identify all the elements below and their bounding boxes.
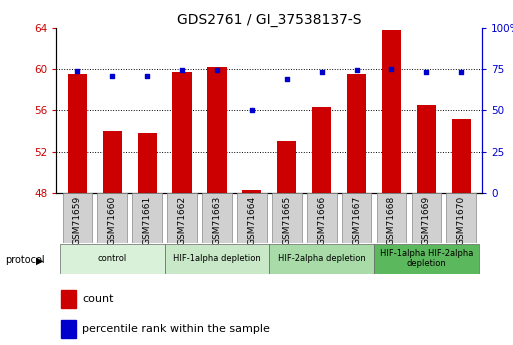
Text: HIF-2alpha depletion: HIF-2alpha depletion xyxy=(278,254,366,263)
Text: GSM71668: GSM71668 xyxy=(387,196,396,245)
Bar xyxy=(417,105,436,193)
FancyBboxPatch shape xyxy=(237,193,267,243)
Text: HIF-1alpha HIF-2alpha
depletion: HIF-1alpha HIF-2alpha depletion xyxy=(380,249,473,268)
Text: control: control xyxy=(97,254,127,263)
FancyBboxPatch shape xyxy=(202,193,232,243)
Title: GDS2761 / GI_37538137-S: GDS2761 / GI_37538137-S xyxy=(177,12,362,27)
Bar xyxy=(451,119,471,193)
Text: count: count xyxy=(82,294,113,304)
Text: GSM71666: GSM71666 xyxy=(317,196,326,245)
FancyBboxPatch shape xyxy=(411,193,441,243)
FancyBboxPatch shape xyxy=(167,193,197,243)
Bar xyxy=(347,74,366,193)
Point xyxy=(422,70,430,75)
Point xyxy=(178,67,186,72)
Bar xyxy=(382,30,401,193)
Point xyxy=(248,107,256,112)
Text: GSM71667: GSM71667 xyxy=(352,196,361,245)
Point xyxy=(73,68,82,73)
Text: protocol: protocol xyxy=(5,256,45,265)
FancyBboxPatch shape xyxy=(342,193,371,243)
Text: HIF-1alpha depletion: HIF-1alpha depletion xyxy=(173,254,261,263)
Text: GSM71661: GSM71661 xyxy=(143,196,152,245)
Point xyxy=(213,67,221,72)
Point xyxy=(318,70,326,75)
Text: percentile rank within the sample: percentile rank within the sample xyxy=(82,324,270,334)
Point xyxy=(352,67,361,72)
Point xyxy=(283,76,291,82)
Bar xyxy=(103,131,122,193)
Text: GSM71662: GSM71662 xyxy=(177,196,187,245)
FancyBboxPatch shape xyxy=(377,193,406,243)
Text: ▶: ▶ xyxy=(36,256,44,265)
FancyBboxPatch shape xyxy=(446,193,476,243)
Bar xyxy=(207,67,227,193)
Bar xyxy=(242,190,262,193)
Text: GSM71663: GSM71663 xyxy=(212,196,222,245)
Bar xyxy=(61,320,75,337)
Point xyxy=(108,73,116,78)
FancyBboxPatch shape xyxy=(132,193,162,243)
FancyBboxPatch shape xyxy=(374,244,479,274)
Text: GSM71659: GSM71659 xyxy=(73,196,82,245)
Bar xyxy=(312,107,331,193)
Point xyxy=(457,70,465,75)
Bar xyxy=(61,290,75,308)
FancyBboxPatch shape xyxy=(60,244,165,274)
Text: GSM71664: GSM71664 xyxy=(247,196,256,245)
Bar xyxy=(137,133,157,193)
Bar xyxy=(277,141,297,193)
FancyBboxPatch shape xyxy=(63,193,92,243)
FancyBboxPatch shape xyxy=(272,193,302,243)
FancyBboxPatch shape xyxy=(165,244,269,274)
Text: GSM71670: GSM71670 xyxy=(457,196,466,245)
Point xyxy=(387,66,396,72)
Text: GSM71660: GSM71660 xyxy=(108,196,117,245)
FancyBboxPatch shape xyxy=(307,193,337,243)
Text: GSM71665: GSM71665 xyxy=(282,196,291,245)
Point xyxy=(143,73,151,78)
Bar xyxy=(68,74,87,193)
Bar xyxy=(172,72,192,193)
FancyBboxPatch shape xyxy=(97,193,127,243)
Text: GSM71669: GSM71669 xyxy=(422,196,431,245)
FancyBboxPatch shape xyxy=(269,244,374,274)
